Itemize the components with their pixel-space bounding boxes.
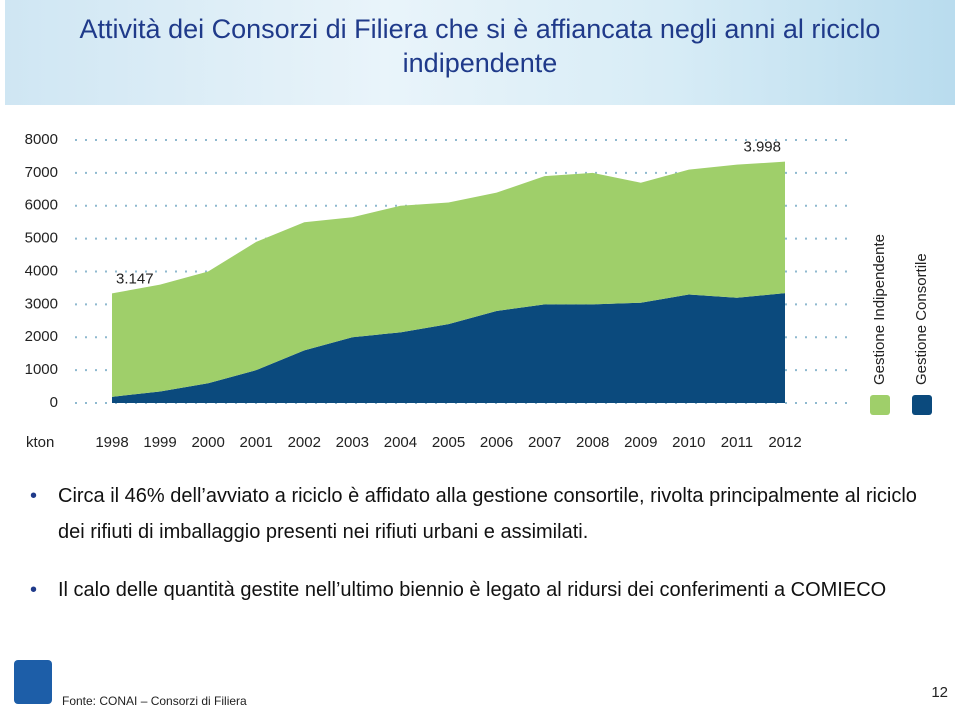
x-tick-label: 2006: [480, 434, 513, 451]
title: Attività dei Consorzi di Filiera che si …: [79, 14, 881, 78]
legend-label: Gestione Indipendente: [871, 234, 888, 385]
y-tick-label: 5000: [25, 230, 58, 247]
y-tick-label: 0: [50, 394, 58, 411]
bullet: Il calo delle quantità gestite nell’ulti…: [30, 572, 930, 608]
x-tick-label: 2009: [624, 434, 657, 451]
x-tick-label: 2003: [336, 434, 369, 451]
x-tick-label: 2008: [576, 434, 609, 451]
y-tick-label: 7000: [25, 164, 58, 181]
legend-label: Gestione Consortile: [913, 253, 930, 385]
x-tick-label: 2002: [288, 434, 321, 451]
source: Fonte: CONAI – Consorzi di Filiera: [62, 694, 247, 708]
x-tick-label: 2011: [721, 434, 753, 451]
value-label: 3.998: [743, 139, 781, 156]
y-unit: kton: [26, 434, 54, 451]
legend-swatch: [870, 395, 890, 415]
x-tick-label: 1998: [95, 434, 128, 451]
legend-swatch: [912, 395, 932, 415]
banner: [5, 0, 955, 105]
bullet: Circa il 46% dell’avviato a riciclo è af…: [30, 478, 930, 550]
x-tick-label: 2012: [768, 434, 801, 451]
logo: [14, 660, 52, 704]
y-tick-label: 1000: [25, 361, 58, 378]
y-tick-label: 3000: [25, 295, 58, 312]
x-tick-label: 2000: [191, 434, 224, 451]
x-tick-label: 1999: [143, 434, 176, 451]
x-tick-label: 2007: [528, 434, 561, 451]
x-tick-label: 2004: [384, 434, 417, 451]
value-label: 3.147: [116, 270, 154, 287]
page-number: 12: [931, 684, 948, 701]
y-tick-label: 2000: [25, 328, 58, 345]
y-tick-label: 4000: [25, 262, 58, 279]
area: [112, 293, 785, 403]
x-tick-label: 2005: [432, 434, 465, 451]
y-tick-label: 6000: [25, 197, 58, 214]
x-tick-label: 2010: [672, 434, 705, 451]
chart: 0 1000 2000 3000 4000 5000 6000 7000 8000 kton 199…: [25, 131, 932, 451]
x-tick-label: 2001: [240, 434, 273, 451]
bullet-list: Circa il 46% dell’avviato a riciclo è af…: [30, 478, 930, 630]
area: [112, 161, 785, 397]
y-tick-label: 8000: [25, 131, 58, 148]
